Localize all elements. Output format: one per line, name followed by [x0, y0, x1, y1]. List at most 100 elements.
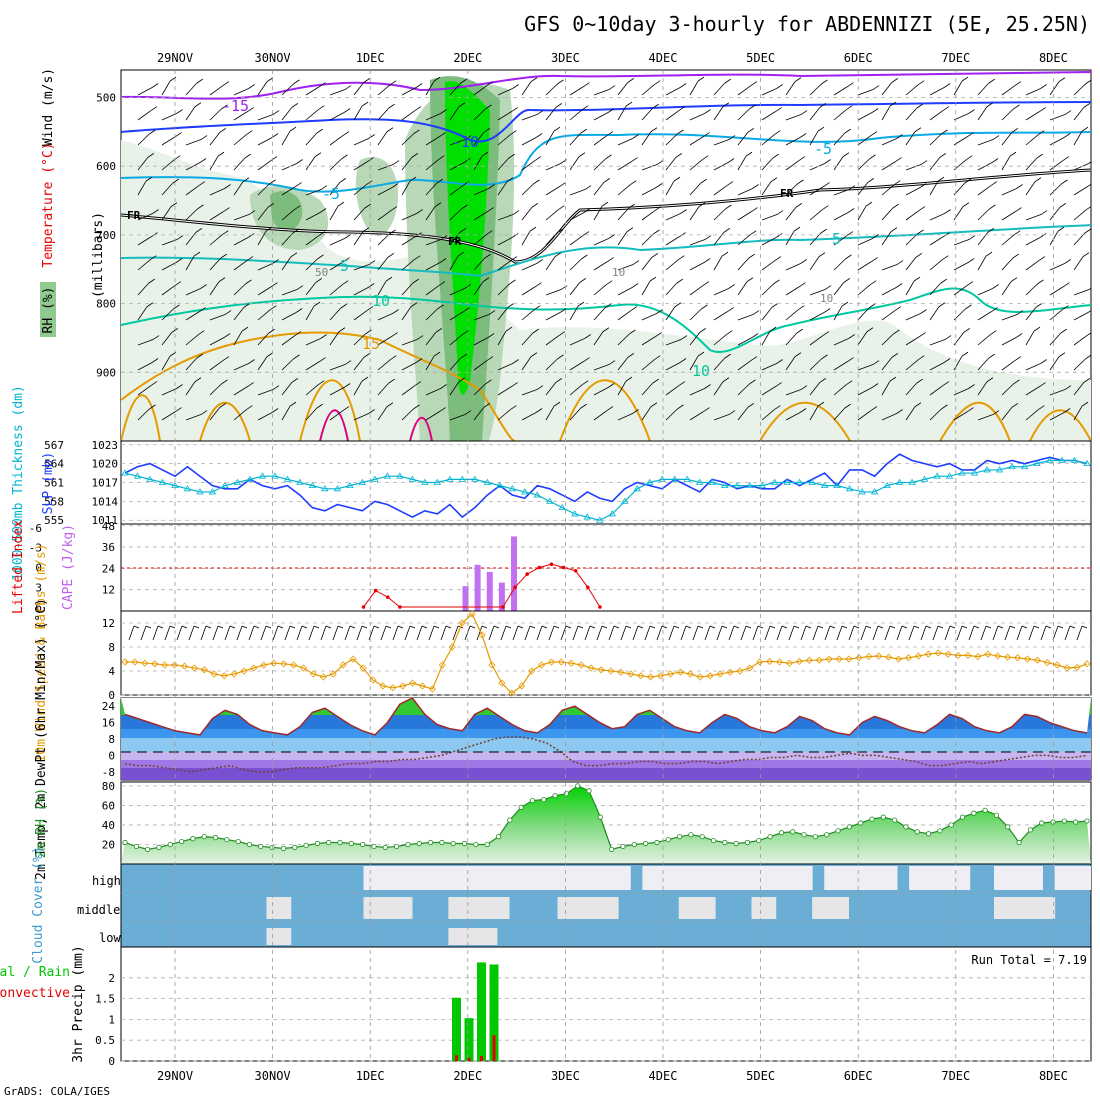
- thickness-point: [421, 478, 429, 485]
- date-label-bottom: 2DEC: [453, 1069, 482, 1083]
- isotherm-label-2: -10: [452, 133, 479, 151]
- wind-speed-point: [746, 664, 754, 672]
- upper-air-barb-flag: [722, 102, 730, 108]
- upper-air-barb-flag: [820, 228, 827, 234]
- upper-air-barb: [977, 139, 994, 146]
- upper-air-barb: [1073, 83, 1086, 96]
- cloud-cell-high: [848, 866, 862, 890]
- upper-air-barb-flag: [246, 130, 253, 136]
- wind-speed-point: [607, 667, 615, 675]
- slp-ylabel: SLP (mb): [41, 452, 56, 515]
- upper-air-barb: [569, 338, 585, 346]
- upper-air-barb-flag: [272, 385, 280, 390]
- wind-tick-label: 8: [108, 641, 115, 654]
- thickness-point: [621, 497, 629, 504]
- upper-air-barb-flag: [487, 207, 494, 212]
- upper-air-barb-flag: [193, 251, 201, 257]
- upper-air-barb: [209, 257, 222, 271]
- upper-air-barb: [377, 336, 392, 346]
- thickness-point: [296, 478, 304, 485]
- upper-air-barb-flag: [870, 280, 877, 286]
- upper-air-barb-flag: [846, 231, 854, 236]
- upper-air-barb-flag: [534, 156, 542, 161]
- surface-barb: [872, 625, 879, 641]
- surface-barb-flag: [649, 625, 656, 629]
- rh-point: [790, 829, 796, 835]
- upper-air-barb-flag: [1081, 126, 1089, 132]
- upper-air-barb-flag: [337, 201, 345, 207]
- upper-air-barb-flag: [248, 84, 255, 89]
- upper-air-barb: [593, 387, 609, 396]
- upper-air-barb: [161, 113, 177, 121]
- rh-shading-dark: [270, 76, 500, 441]
- date-label-bottom: 4DEC: [649, 1069, 678, 1083]
- upper-air-barb: [281, 163, 297, 171]
- upper-air-barb-flag: [605, 154, 612, 160]
- wind-speed-point: [190, 664, 198, 672]
- upper-air-barb: [905, 336, 920, 346]
- surface-barb-flag: [709, 625, 716, 629]
- upper-air-barb: [257, 230, 267, 246]
- rh-point: [846, 824, 852, 830]
- rh-point: [190, 836, 196, 842]
- rh-legend: RH (%): [41, 287, 56, 334]
- upper-air-barb: [761, 260, 776, 271]
- upper-air-barb: [977, 334, 991, 346]
- upper-air-barb-flag: [415, 83, 423, 88]
- upper-air-barb-flag: [556, 228, 563, 234]
- cloud-cell-high: [1054, 866, 1068, 890]
- upper-air-barb: [185, 185, 200, 196]
- upper-air-barb: [401, 213, 417, 221]
- upper-air-barb: [1073, 130, 1083, 146]
- wind-speed-point: [369, 676, 377, 684]
- upper-air-barb-flag: [482, 277, 490, 283]
- upper-air-barb: [1073, 163, 1089, 171]
- upper-air-barb-flag: [316, 128, 323, 134]
- upper-air-barb: [233, 214, 250, 221]
- thickness-point: [1058, 456, 1066, 463]
- upper-air-barb-flag: [943, 358, 951, 363]
- wind-speed-point: [944, 650, 952, 658]
- upper-air-barb: [449, 185, 464, 196]
- wind-speed-point: [399, 682, 407, 690]
- date-grid: [174, 70, 1054, 1061]
- date-label-bottom: 7DEC: [941, 1069, 970, 1083]
- upper-air-barb-flag: [607, 383, 615, 388]
- upper-air-barb-flag: [385, 276, 393, 282]
- upper-air-barb: [833, 305, 843, 321]
- upper-air-barb-flag: [1035, 303, 1043, 308]
- surface-barb-flag: [889, 625, 896, 629]
- date-label-top: 2DEC: [453, 51, 482, 65]
- upper-air-barb: [785, 137, 801, 146]
- upper-air-barb-flag: [656, 160, 664, 165]
- upper-air-barb: [1025, 88, 1041, 96]
- thickness-point: [233, 478, 242, 485]
- upper-air-barb-flag: [222, 81, 230, 86]
- upper-air-barb: [137, 87, 153, 96]
- upper-air-barb-flag: [343, 383, 351, 388]
- upper-air-barb-flag: [920, 160, 928, 165]
- upper-air-barb-flag: [680, 209, 687, 214]
- upper-air-barb: [521, 160, 536, 171]
- wind-speed-point: [1004, 653, 1012, 661]
- upper-air-barb-flag: [150, 255, 157, 261]
- upper-air-barb-flag: [223, 333, 231, 338]
- upper-air-barb: [857, 238, 873, 246]
- upper-air-barb: [857, 387, 873, 396]
- surface-barb-flag: [925, 625, 932, 629]
- wind-speed-line: [125, 613, 1088, 694]
- upper-air-barb: [641, 187, 657, 196]
- surface-barb-flag: [1033, 625, 1040, 629]
- upper-air-barb-flag: [1009, 151, 1017, 157]
- surface-barb-flag: [505, 625, 512, 629]
- upper-air-barb-flag: [769, 326, 777, 332]
- upper-air-barb-flag: [606, 280, 613, 286]
- upper-air-barb: [905, 187, 921, 196]
- upper-air-barb: [665, 110, 680, 121]
- cloud-cell-high: [703, 866, 716, 890]
- cloud-cell-high: [994, 866, 1007, 890]
- upper-air-barb-flag: [822, 205, 829, 211]
- upper-air-barb: [977, 208, 990, 221]
